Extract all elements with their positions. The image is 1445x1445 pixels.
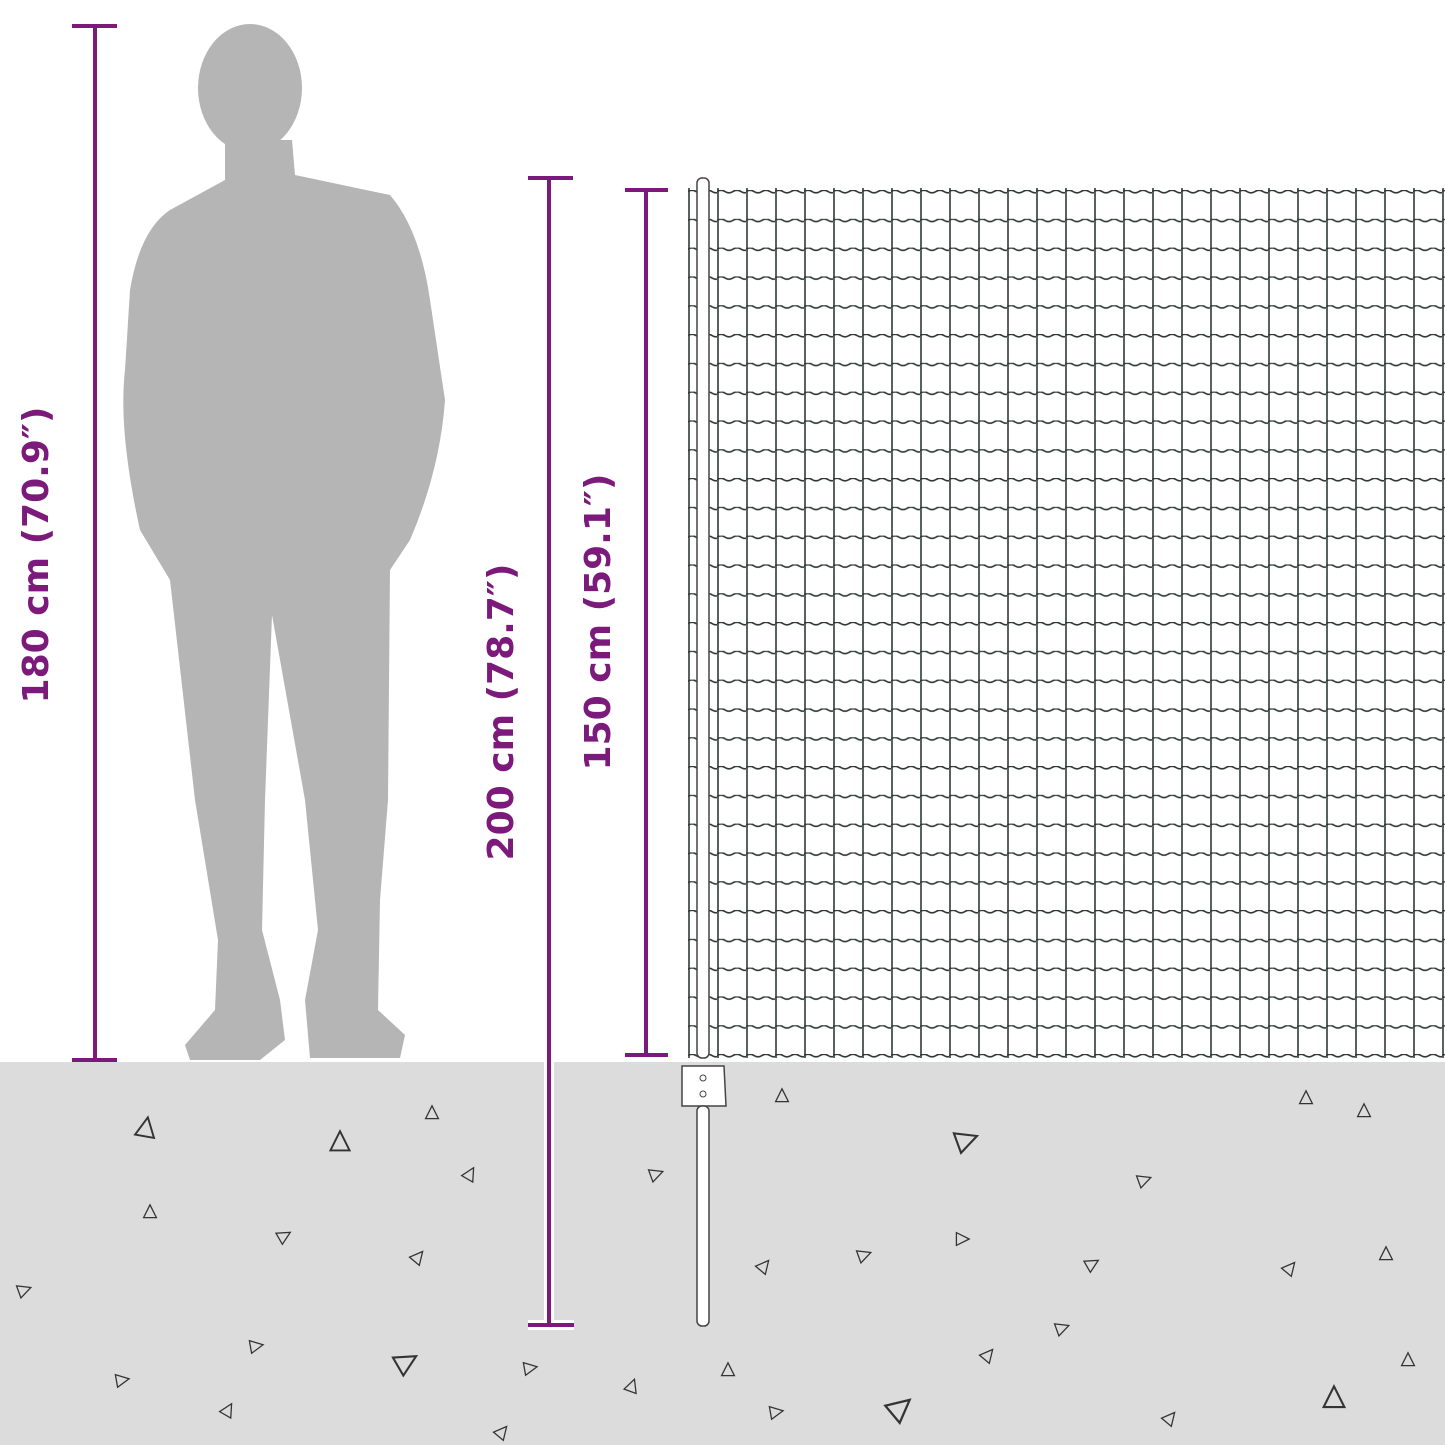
ground [0,1062,1445,1445]
dimension-lines [72,24,668,1330]
fence-mesh [688,188,1445,1058]
person-silhouette [123,24,445,1060]
fence-post [681,177,727,1327]
post-height-label: 200 cm (78.7″) [481,564,522,861]
person-height-label: 180 cm (70.9″) [16,407,57,704]
fence-height-label: 150 cm (59.1″) [578,474,619,771]
